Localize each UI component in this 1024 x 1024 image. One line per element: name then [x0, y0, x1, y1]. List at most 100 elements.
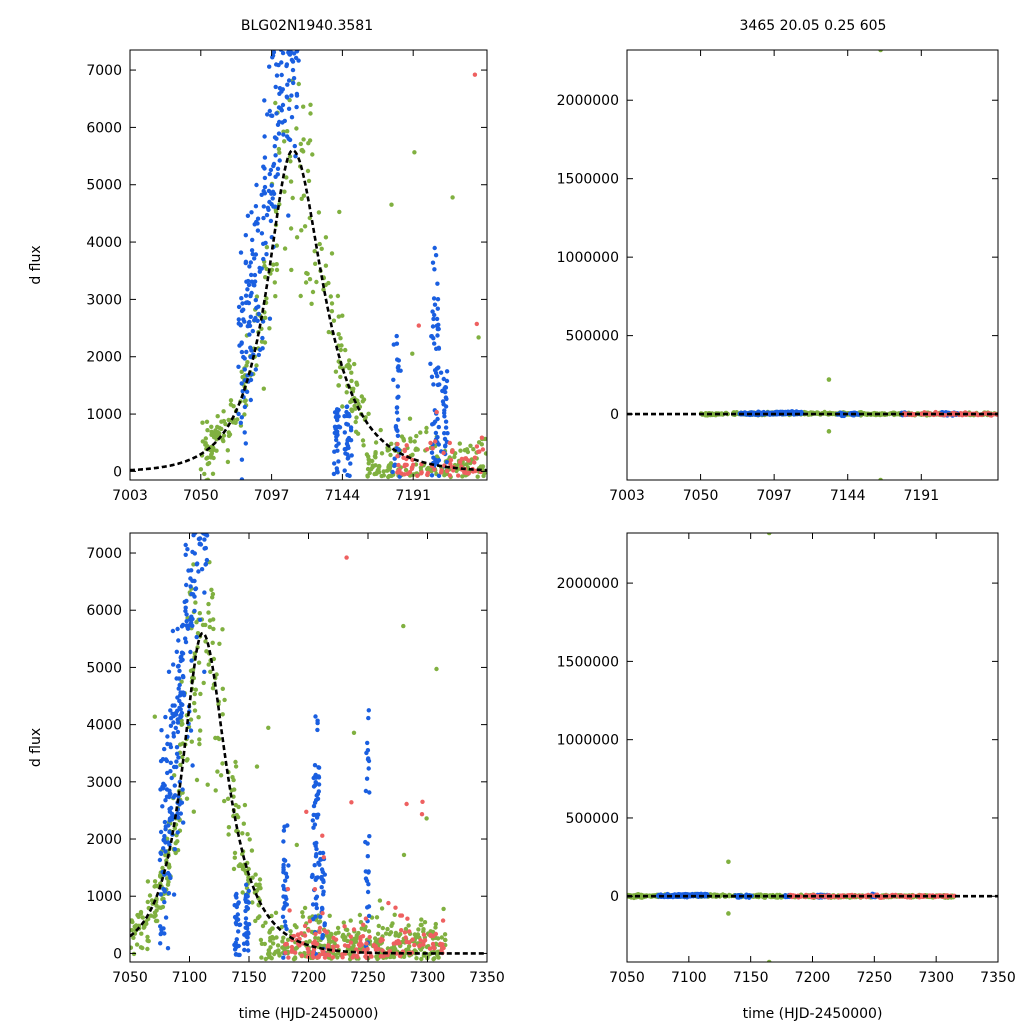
point-green: [410, 351, 415, 356]
point-blue: [395, 433, 401, 438]
point-blue: [184, 582, 189, 588]
point-blue: [267, 64, 272, 69]
point-blue: [163, 849, 168, 854]
point-blue: [315, 720, 320, 726]
point-blue: [158, 829, 164, 835]
point-green: [191, 809, 196, 814]
point-green: [379, 451, 385, 456]
point-blue: [277, 158, 282, 163]
point-green: [401, 852, 407, 858]
point-green: [192, 708, 198, 713]
point-red: [439, 468, 444, 473]
point-red: [396, 468, 401, 474]
point-blue: [176, 686, 181, 691]
point-blue: [183, 605, 188, 610]
point-red: [410, 937, 415, 942]
point-green: [418, 947, 424, 952]
point-green: [360, 438, 366, 443]
point-blue: [431, 336, 436, 341]
point-blue: [241, 307, 246, 312]
point-blue: [184, 598, 189, 604]
point-blue: [284, 902, 289, 907]
point-green: [220, 627, 225, 632]
point-green: [471, 447, 476, 452]
point-blue: [179, 714, 184, 719]
point-green: [193, 600, 198, 605]
point-green: [203, 436, 208, 441]
point-green: [454, 468, 459, 474]
point-red: [287, 908, 292, 913]
point-green: [160, 904, 166, 910]
point-green: [273, 209, 279, 214]
point-green: [155, 918, 160, 924]
point-blue: [171, 720, 176, 725]
point-blue: [240, 301, 245, 306]
point-blue: [430, 324, 436, 329]
outlier-point: [878, 477, 883, 480]
point-blue: [202, 590, 207, 595]
point-green: [154, 903, 159, 908]
point-blue: [281, 870, 286, 875]
plot-frame: [626, 49, 999, 481]
point-blue: [313, 914, 318, 919]
point-blue: [242, 404, 248, 410]
point-red: [476, 449, 481, 454]
point-blue: [246, 282, 252, 288]
point-red: [428, 440, 433, 446]
point-blue: [190, 511, 194, 515]
outlier-point: [826, 377, 832, 382]
point-green: [200, 420, 205, 425]
y-tick-label: 0: [113, 464, 122, 480]
point-blue: [292, 0, 296, 3]
point-green: [403, 467, 409, 473]
title-right: 3465 20.05 0.25 605: [740, 18, 887, 34]
point-blue: [348, 461, 353, 466]
point-green: [197, 611, 202, 616]
point-green: [340, 313, 345, 318]
point-green: [317, 241, 322, 247]
point-green: [130, 919, 135, 925]
point-blue: [267, 316, 273, 321]
outlier-point: [726, 911, 731, 916]
point-red: [327, 952, 332, 958]
point-blue: [436, 458, 441, 463]
point-green: [329, 309, 335, 314]
point-green: [419, 917, 424, 922]
point-red: [354, 953, 360, 958]
point-blue: [281, 865, 286, 870]
point-blue: [257, 269, 262, 274]
point-green: [197, 737, 202, 742]
point-blue: [168, 791, 173, 797]
point-green: [263, 275, 268, 280]
point-blue: [178, 811, 183, 816]
point-blue: [286, 863, 291, 868]
point-green: [267, 930, 272, 935]
point-green: [256, 883, 261, 888]
point-blue: [238, 250, 244, 255]
point-green: [393, 930, 399, 936]
point-blue: [262, 155, 268, 160]
point-blue: [202, 669, 207, 674]
point-blue: [434, 316, 440, 322]
point-blue: [284, 874, 290, 880]
point-blue: [345, 443, 351, 449]
point-blue: [395, 395, 400, 400]
point-blue: [248, 260, 253, 265]
point-blue: [169, 775, 174, 781]
point-red: [407, 469, 413, 475]
point-blue: [442, 408, 447, 413]
point-green: [316, 210, 322, 215]
point-blue: [432, 312, 437, 318]
point-green: [273, 949, 278, 955]
point-blue: [168, 723, 174, 728]
point-blue: [197, 541, 203, 546]
point-green: [210, 431, 215, 436]
point-blue: [332, 410, 338, 415]
point-green: [285, 129, 290, 134]
point-blue: [237, 922, 243, 927]
point-blue: [194, 512, 198, 516]
point-blue: [174, 649, 179, 654]
point-red: [289, 948, 295, 953]
point-green: [370, 463, 375, 468]
point-blue: [314, 894, 320, 899]
